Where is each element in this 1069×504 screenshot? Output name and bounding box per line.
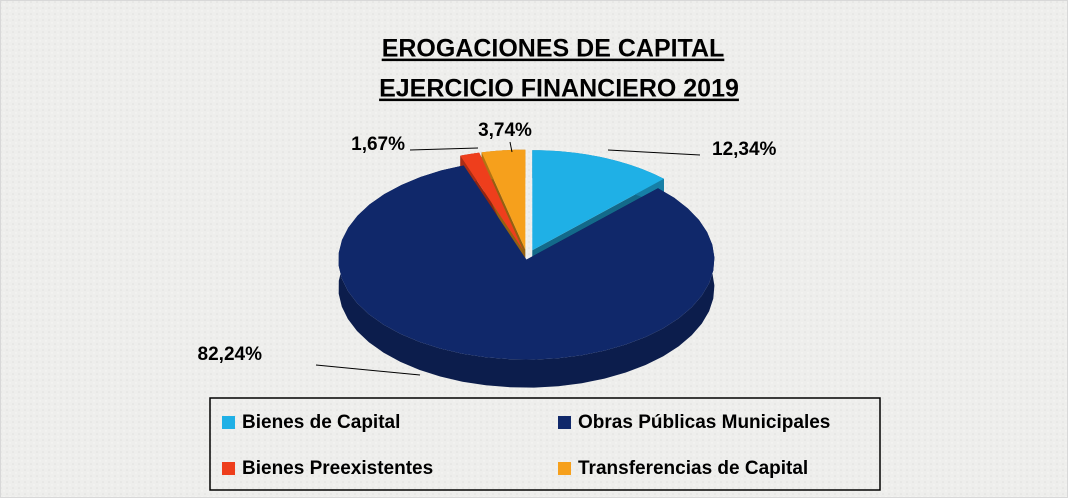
legend-swatch — [558, 462, 571, 475]
legend-label: Obras Públicas Municipales — [578, 412, 830, 433]
data-label: 82,24% — [198, 344, 263, 365]
legend-swatch — [222, 416, 235, 429]
chart-title: EROGACIONES DE CAPITAL — [382, 35, 725, 63]
legend-swatch — [222, 462, 235, 475]
data-label: 12,34% — [712, 139, 777, 160]
legend-label: Transferencias de Capital — [578, 458, 808, 479]
legend-label: Bienes Preexistentes — [242, 458, 433, 479]
data-label: 1,67% — [351, 134, 405, 155]
legend-swatch — [558, 416, 571, 429]
data-label: 3,74% — [478, 120, 532, 141]
chart-title: EJERCICIO FINANCIERO 2019 — [379, 75, 739, 103]
legend-label: Bienes de Capital — [242, 412, 400, 433]
